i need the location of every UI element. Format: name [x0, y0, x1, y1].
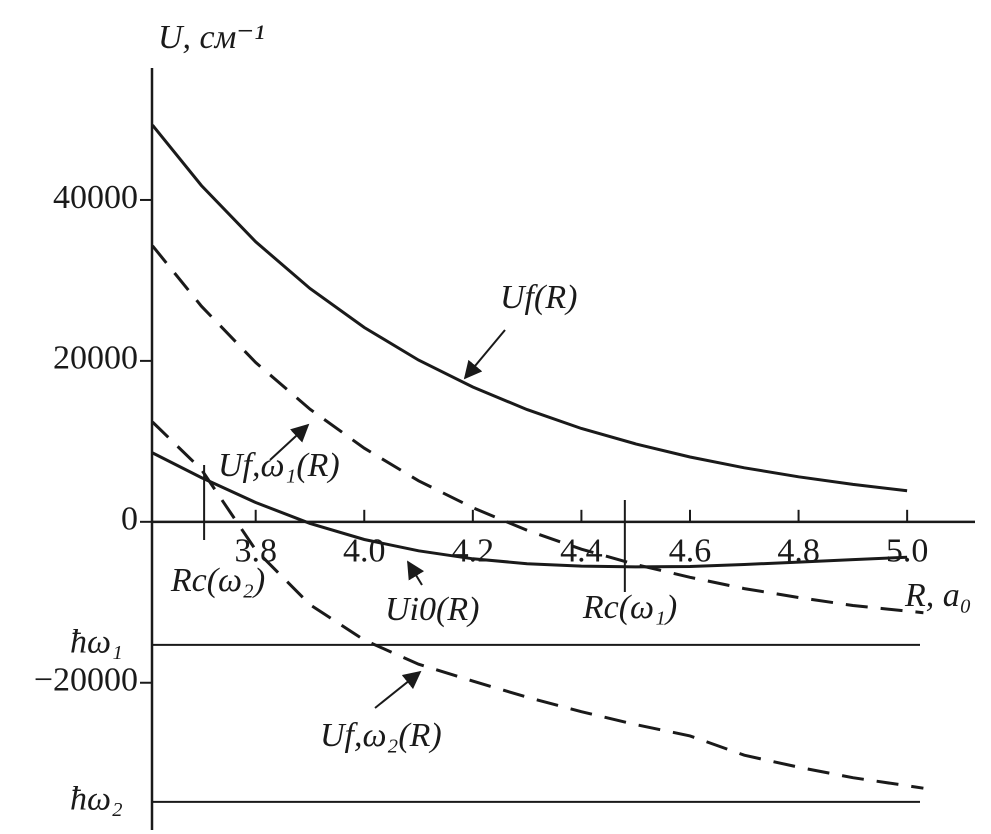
label-arrow — [269, 423, 310, 461]
y-tick-label: 40000 — [53, 179, 138, 216]
reference-label: ħω₁ — [70, 624, 123, 661]
series-line — [151, 451, 908, 569]
series-label: Uf,ω₂(R) — [320, 717, 442, 754]
y-tick-label: 0 — [121, 501, 138, 538]
x-tick-label: 4.6 — [669, 533, 712, 570]
y-tick-label: 20000 — [53, 340, 138, 377]
series-line — [151, 244, 924, 615]
y-axis-label: U, см⁻¹ — [158, 19, 264, 56]
x-tick-label: 4.2 — [452, 533, 495, 570]
x-tick-label: 5.0 — [886, 533, 929, 570]
label-arrow — [463, 329, 506, 380]
label-arrow — [407, 560, 425, 586]
reference-label: ħω₂ — [70, 781, 123, 818]
marker-label: Rc(ω₁) — [582, 589, 677, 626]
series-label: Uf(R) — [500, 279, 577, 316]
series-line — [151, 420, 924, 790]
x-axis-label: R, a₀ — [904, 577, 972, 614]
label-arrow — [374, 670, 422, 709]
y-tick-label: −20000 — [34, 662, 138, 699]
marker-label: Rc(ω₂) — [170, 562, 265, 599]
series-line — [151, 124, 908, 493]
x-tick-label: 4.4 — [560, 533, 603, 570]
series-label: Ui0(R) — [385, 591, 479, 628]
